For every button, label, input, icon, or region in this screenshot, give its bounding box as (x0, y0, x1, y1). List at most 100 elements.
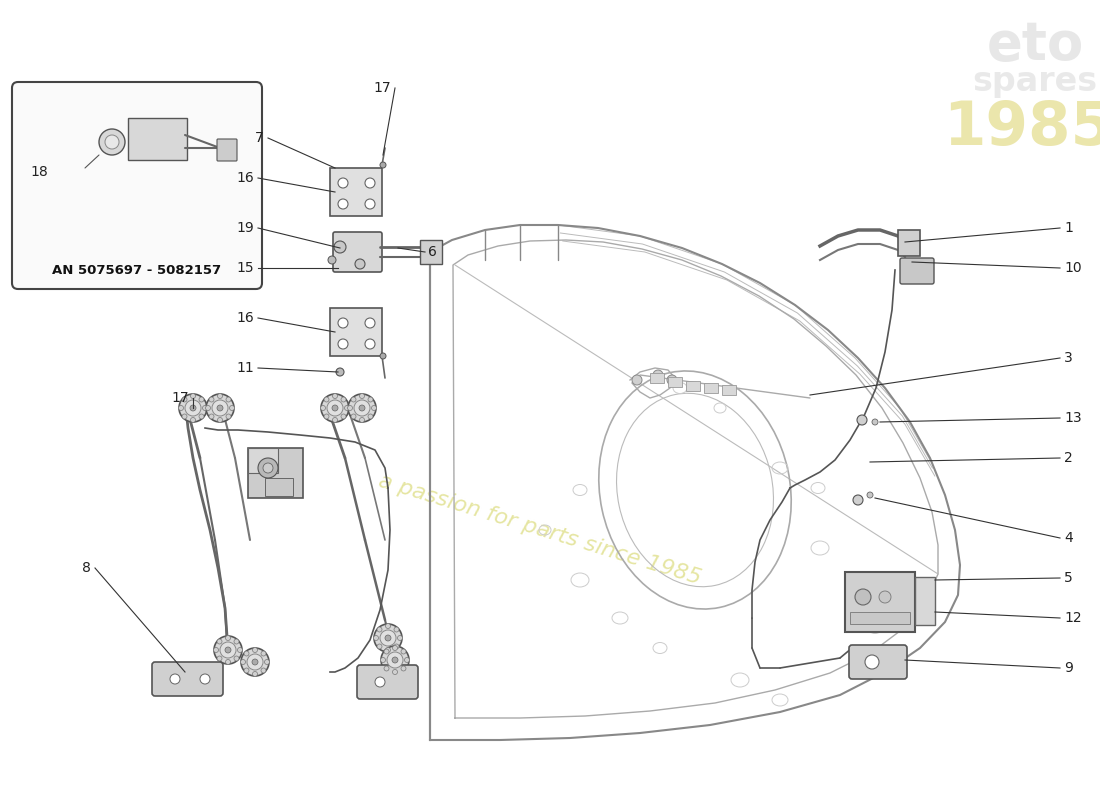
Circle shape (865, 655, 879, 669)
Circle shape (248, 654, 263, 670)
Circle shape (374, 624, 401, 652)
Circle shape (217, 656, 222, 661)
Bar (850, 612, 910, 624)
Circle shape (199, 397, 204, 402)
Circle shape (258, 458, 278, 478)
Circle shape (338, 318, 348, 328)
Circle shape (261, 651, 266, 656)
Circle shape (178, 406, 184, 410)
Circle shape (182, 414, 187, 419)
Text: 15: 15 (236, 261, 254, 275)
Text: eto: eto (987, 19, 1084, 71)
Circle shape (99, 129, 125, 155)
Text: 17: 17 (172, 391, 189, 405)
Circle shape (667, 375, 676, 385)
Text: 2: 2 (1064, 451, 1072, 465)
Circle shape (394, 627, 399, 632)
Circle shape (385, 635, 390, 641)
Circle shape (374, 635, 378, 641)
Circle shape (402, 649, 406, 654)
Circle shape (385, 623, 390, 629)
Circle shape (394, 644, 399, 649)
Bar (248, 448, 278, 473)
Bar (330, 308, 382, 356)
Bar (915, 577, 935, 625)
Circle shape (226, 659, 231, 665)
Circle shape (857, 415, 867, 425)
Text: spares: spares (972, 66, 1098, 98)
Circle shape (355, 259, 365, 269)
Circle shape (244, 668, 249, 673)
Circle shape (338, 178, 348, 188)
Circle shape (338, 339, 348, 349)
Circle shape (393, 646, 397, 650)
Circle shape (321, 394, 349, 422)
Circle shape (332, 394, 338, 398)
Circle shape (385, 647, 390, 653)
Circle shape (372, 406, 376, 410)
Text: 9: 9 (1064, 661, 1072, 675)
Circle shape (384, 666, 389, 671)
Circle shape (405, 658, 409, 662)
Bar (686, 381, 700, 391)
Circle shape (368, 414, 373, 419)
Circle shape (632, 375, 642, 385)
Circle shape (381, 646, 409, 674)
Circle shape (217, 639, 222, 644)
Text: 6: 6 (428, 245, 437, 259)
Circle shape (212, 400, 228, 416)
FancyBboxPatch shape (900, 258, 934, 284)
Circle shape (234, 639, 239, 644)
Circle shape (214, 636, 242, 664)
Text: 5: 5 (1064, 571, 1072, 585)
Circle shape (365, 199, 375, 209)
Circle shape (855, 589, 871, 605)
Text: 12: 12 (1064, 611, 1081, 625)
Bar (898, 230, 920, 256)
Circle shape (190, 405, 196, 411)
Circle shape (182, 397, 187, 402)
Circle shape (375, 677, 385, 687)
Circle shape (879, 591, 891, 603)
Circle shape (209, 414, 214, 419)
Bar (845, 572, 915, 632)
Circle shape (381, 658, 385, 662)
FancyBboxPatch shape (128, 118, 187, 160)
Circle shape (872, 419, 878, 425)
Circle shape (185, 400, 201, 416)
Circle shape (348, 394, 376, 422)
Circle shape (261, 668, 266, 673)
Circle shape (393, 670, 397, 674)
Circle shape (104, 135, 119, 149)
Circle shape (379, 162, 386, 168)
Circle shape (320, 406, 326, 410)
Circle shape (217, 405, 223, 411)
Circle shape (360, 394, 364, 398)
Circle shape (336, 368, 344, 376)
Circle shape (402, 666, 406, 671)
Text: 1: 1 (1064, 221, 1072, 235)
Circle shape (368, 397, 373, 402)
Circle shape (328, 256, 336, 264)
Circle shape (202, 406, 208, 410)
Circle shape (218, 418, 222, 422)
Circle shape (252, 659, 258, 665)
Text: 11: 11 (236, 361, 254, 375)
Circle shape (867, 492, 873, 498)
Circle shape (365, 339, 375, 349)
Circle shape (327, 400, 343, 416)
Text: 8: 8 (82, 561, 91, 575)
Circle shape (199, 414, 204, 419)
Bar (722, 385, 736, 395)
Circle shape (238, 647, 242, 653)
Circle shape (253, 647, 257, 653)
Text: 1985: 1985 (943, 98, 1100, 158)
Circle shape (365, 178, 375, 188)
FancyBboxPatch shape (358, 665, 418, 699)
Circle shape (379, 353, 386, 359)
Circle shape (379, 630, 396, 646)
Circle shape (354, 400, 370, 416)
Circle shape (377, 644, 382, 649)
Circle shape (344, 406, 350, 410)
Text: AN 5075697 - 5082157: AN 5075697 - 5082157 (53, 265, 221, 278)
